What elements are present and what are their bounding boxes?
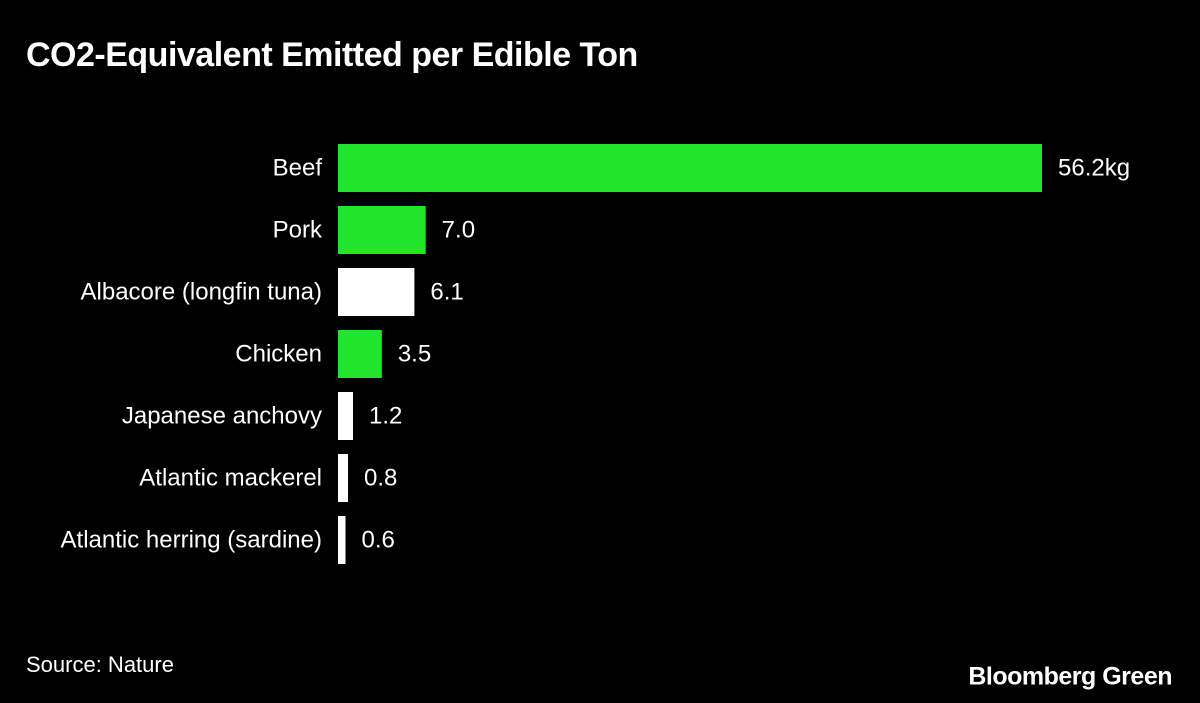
bar	[338, 392, 354, 440]
value-label: 0.8	[364, 464, 397, 491]
brand: Bloomberg Green	[968, 663, 1172, 691]
bar	[338, 206, 426, 254]
category-label: Albacore (longfin tuna)	[81, 278, 322, 305]
bar	[338, 330, 382, 378]
bar	[338, 454, 349, 502]
category-label: Chicken	[235, 340, 322, 367]
category-label: Atlantic mackerel	[139, 464, 322, 491]
value-label: 0.6	[362, 526, 395, 553]
bar	[338, 516, 346, 564]
value-label: 56.2kg	[1058, 154, 1130, 181]
bar	[338, 144, 1042, 192]
chart-title: CO2-Equivalent Emitted per Edible Ton	[26, 36, 638, 74]
category-label: Atlantic herring (sardine)	[61, 526, 322, 553]
value-label: 3.5	[398, 340, 431, 367]
source: Source: Nature	[26, 652, 174, 677]
value-label: 6.1	[430, 278, 463, 305]
category-label: Japanese anchovy	[122, 402, 322, 429]
category-label: Pork	[273, 216, 323, 243]
category-label: Beef	[273, 154, 323, 181]
value-label: 1.2	[369, 402, 402, 429]
value-label: 7.0	[442, 216, 475, 243]
bar	[338, 268, 415, 316]
